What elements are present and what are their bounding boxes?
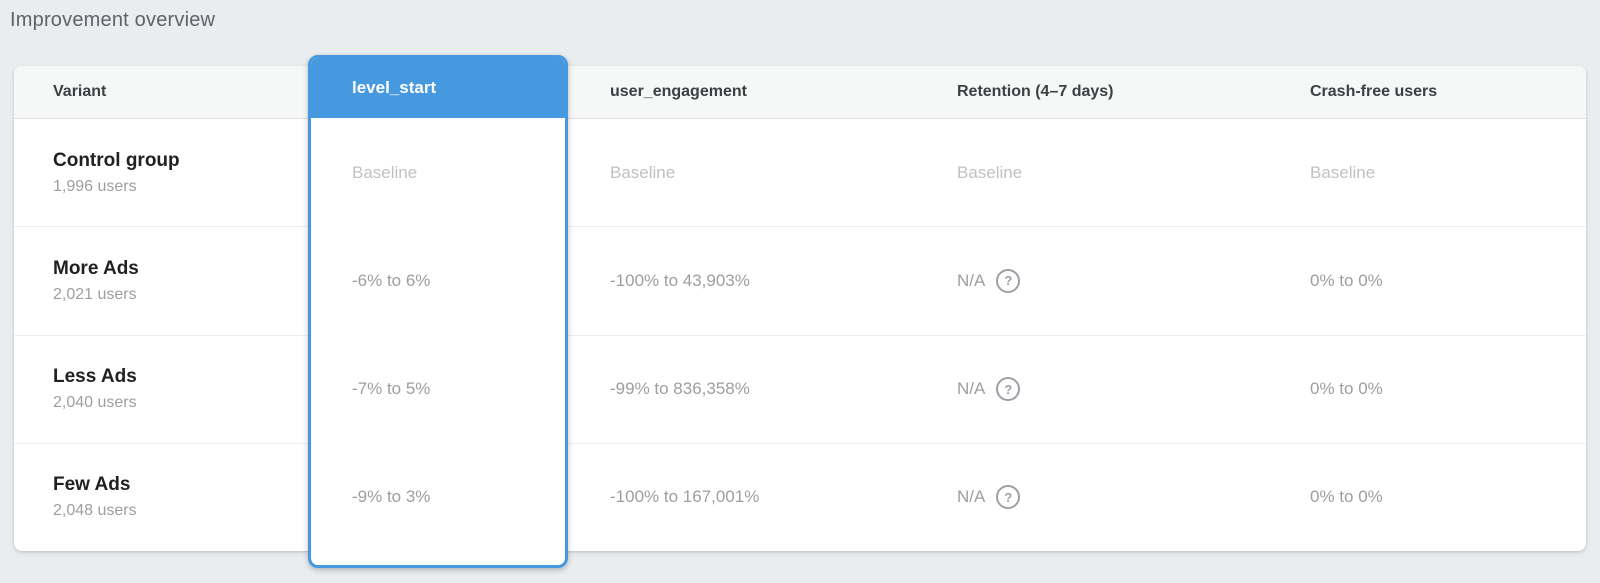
variant-user-count: 1,996 users [53, 177, 137, 195]
table-header-row: Variant user_engagement Retention (4–7 d… [14, 66, 1586, 119]
column-header-crash-free[interactable]: Crash-free users [1310, 83, 1438, 100]
variant-cell: More Ads 2,021 users [14, 227, 308, 334]
variant-user-count: 2,048 users [53, 502, 137, 520]
level-start-value: -7% to 5% [352, 379, 431, 399]
table-body: Control group 1,996 users Baseline Basel… [14, 119, 1586, 551]
user-engagement-value: -100% to 43,903% [610, 270, 750, 290]
table-row-control-group: Control group 1,996 users Baseline Basel… [14, 119, 1586, 228]
variant-name: Less Ads [53, 366, 137, 388]
variant-name: More Ads [53, 257, 139, 279]
column-header-user-engagement[interactable]: user_engagement [610, 83, 747, 100]
crash-free-value: 0% to 0% [1310, 270, 1383, 290]
table-row-less-ads: Less Ads 2,040 users -7% to 5% -99% to 8… [14, 336, 1586, 444]
level-start-value: -6% to 6% [352, 270, 431, 290]
retention-value: N/A [957, 270, 986, 290]
crash-free-value: Baseline [1310, 162, 1376, 182]
help-circle-icon[interactable]: ? [996, 485, 1021, 510]
variant-user-count: 2,040 users [53, 394, 137, 412]
level-start-value: -9% to 3% [352, 487, 431, 507]
user-engagement-value: Baseline [610, 162, 676, 182]
variant-cell: Less Ads 2,040 users [14, 336, 308, 443]
variant-cell: Few Ads 2,048 users [14, 444, 308, 551]
variant-user-count: 2,021 users [53, 285, 137, 303]
retention-cell: N/A ? [915, 336, 1268, 443]
page-title: Improvement overview [10, 9, 216, 31]
column-header-variant: Variant [53, 83, 107, 100]
table-row-few-ads: Few Ads 2,048 users -9% to 3% -100% to 1… [14, 444, 1586, 551]
column-header-retention[interactable]: Retention (4–7 days) [957, 83, 1114, 100]
level-start-value: Baseline [352, 162, 418, 182]
help-circle-icon[interactable]: ? [996, 268, 1021, 293]
improvement-table: Variant user_engagement Retention (4–7 d… [14, 66, 1586, 551]
help-circle-icon[interactable]: ? [996, 377, 1021, 402]
retention-value: Baseline [957, 162, 1023, 182]
selected-metric-card[interactable]: level_start [308, 55, 568, 568]
table-row-more-ads: More Ads 2,021 users -6% to 6% -100% to … [14, 227, 1586, 336]
crash-free-value: 0% to 0% [1310, 379, 1383, 399]
user-engagement-value: -99% to 836,358% [610, 379, 750, 399]
crash-free-value: 0% to 0% [1310, 487, 1383, 507]
retention-cell: N/A ? [915, 444, 1268, 551]
column-header-level-start[interactable]: level_start [311, 58, 565, 118]
variant-cell: Control group 1,996 users [14, 119, 308, 226]
retention-value: N/A [957, 487, 986, 507]
retention-cell: N/A ? [915, 227, 1268, 334]
variant-name: Control group [53, 149, 180, 171]
variant-name: Few Ads [53, 474, 131, 496]
user-engagement-value: -100% to 167,001% [610, 487, 760, 507]
retention-value: N/A [957, 379, 986, 399]
